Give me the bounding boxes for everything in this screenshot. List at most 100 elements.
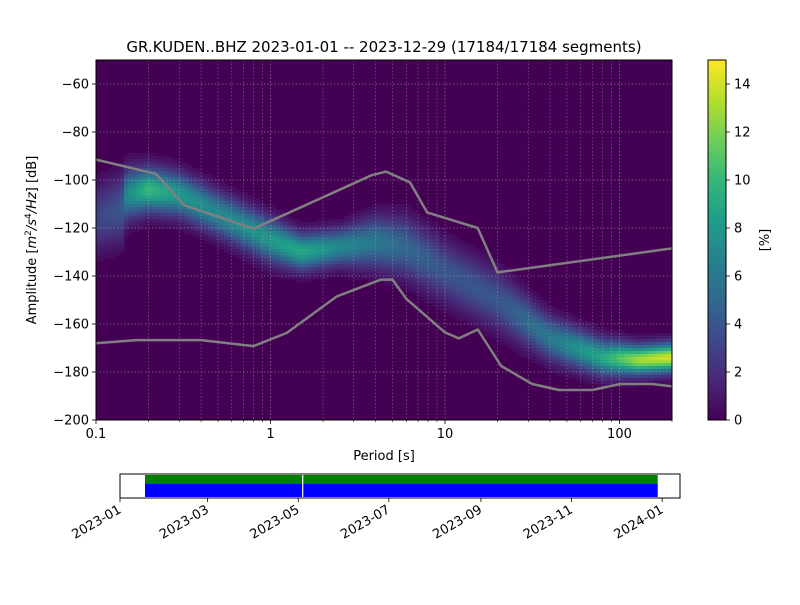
heatmap-cell	[596, 381, 601, 385]
heatmap-cell	[588, 372, 593, 376]
heatmap-cell	[312, 270, 317, 274]
heatmap-cell	[164, 219, 169, 223]
heatmap-cell	[400, 252, 405, 256]
heatmap-cell	[128, 213, 133, 217]
heatmap-cell	[444, 240, 449, 244]
heatmap-cell	[564, 312, 569, 316]
heatmap-cell	[528, 327, 533, 331]
heatmap-cell	[632, 345, 637, 349]
heatmap-cell	[520, 351, 525, 355]
heatmap-cell	[196, 189, 201, 193]
heatmap-cell	[348, 240, 353, 244]
heatmap-cell	[516, 303, 521, 307]
heatmap-cell	[184, 192, 189, 196]
heatmap-cell	[112, 216, 117, 220]
heatmap-cell	[608, 369, 613, 373]
heatmap-cell	[424, 273, 429, 277]
heatmap-cell	[364, 246, 369, 250]
heatmap-cell	[524, 321, 529, 325]
heatmap-cell	[256, 216, 261, 220]
heatmap-cell	[520, 303, 525, 307]
heatmap-cell	[132, 198, 137, 202]
heatmap-cell	[360, 234, 365, 238]
heatmap-cell	[172, 162, 177, 166]
heatmap-cell	[456, 273, 461, 277]
heatmap-cell	[432, 291, 437, 295]
heatmap-cell	[356, 237, 361, 241]
heatmap-cell	[364, 264, 369, 268]
heatmap-cell	[176, 225, 181, 229]
heatmap-cell	[396, 234, 401, 238]
heatmap-cell	[476, 252, 481, 256]
heatmap-cell	[536, 309, 541, 313]
heatmap-cell	[428, 231, 433, 235]
heatmap-cell	[444, 249, 449, 253]
heatmap-cell	[548, 324, 553, 328]
heatmap-cell	[292, 237, 297, 241]
heatmap-cell	[440, 240, 445, 244]
heatmap-cell	[556, 309, 561, 313]
heatmap-cell	[560, 315, 565, 319]
heatmap-cell	[640, 336, 645, 340]
heatmap-cell	[140, 174, 145, 178]
heatmap-cell	[548, 327, 553, 331]
heatmap-cell	[232, 246, 237, 250]
heatmap-cell	[160, 225, 165, 229]
heatmap-cell	[556, 354, 561, 358]
heatmap-cell	[152, 192, 157, 196]
heatmap-cell	[168, 174, 173, 178]
heatmap-cell	[600, 372, 605, 376]
heatmap-cell	[428, 249, 433, 253]
heatmap-cell	[528, 351, 533, 355]
heatmap-cell	[668, 351, 672, 355]
heatmap-cell	[372, 249, 377, 253]
heatmap-cell	[128, 201, 133, 205]
heatmap-cell	[176, 183, 181, 187]
heatmap-cell	[652, 369, 657, 373]
heatmap-cell	[316, 276, 321, 280]
heatmap-cell	[96, 243, 101, 247]
heatmap-cell	[428, 240, 433, 244]
heatmap-cell	[108, 174, 113, 178]
heatmap-cell	[412, 261, 417, 265]
heatmap-cell	[500, 309, 505, 313]
heatmap-cell	[200, 198, 205, 202]
heatmap-cell	[552, 336, 557, 340]
heatmap-cell	[504, 324, 509, 328]
heatmap-cell	[152, 174, 157, 178]
heatmap-cell	[324, 222, 329, 226]
heatmap-cell	[188, 165, 193, 169]
heatmap-cell	[120, 225, 125, 229]
heatmap-cell	[608, 333, 613, 337]
heatmap-cell	[452, 267, 457, 271]
heatmap-cell	[132, 216, 137, 220]
heatmap-cell	[440, 291, 445, 295]
heatmap-cell	[200, 186, 205, 190]
heatmap-cell	[336, 240, 341, 244]
heatmap-cell	[244, 207, 249, 211]
heatmap-cell	[272, 225, 277, 229]
heatmap-cell	[668, 339, 672, 343]
heatmap-cell	[188, 231, 193, 235]
heatmap-cell	[508, 300, 513, 304]
heatmap-cell	[488, 333, 493, 337]
heatmap-cell	[420, 285, 425, 289]
heatmap-cell	[532, 300, 537, 304]
heatmap-cell	[164, 168, 169, 172]
heatmap-cell	[396, 246, 401, 250]
heatmap-cell	[412, 258, 417, 262]
heatmap-cell	[296, 219, 301, 223]
heatmap-cell	[456, 306, 461, 310]
heatmap-cell	[596, 363, 601, 367]
heatmap-cell	[492, 300, 497, 304]
heatmap-cell	[252, 246, 257, 250]
heatmap-cell	[640, 366, 645, 370]
heatmap-cell	[476, 315, 481, 319]
heatmap-cell	[408, 234, 413, 238]
heatmap-cell	[440, 300, 445, 304]
heatmap-cell	[620, 351, 625, 355]
heatmap-cell	[276, 267, 281, 271]
heatmap-cell	[616, 360, 621, 364]
heatmap-cell	[112, 237, 117, 241]
